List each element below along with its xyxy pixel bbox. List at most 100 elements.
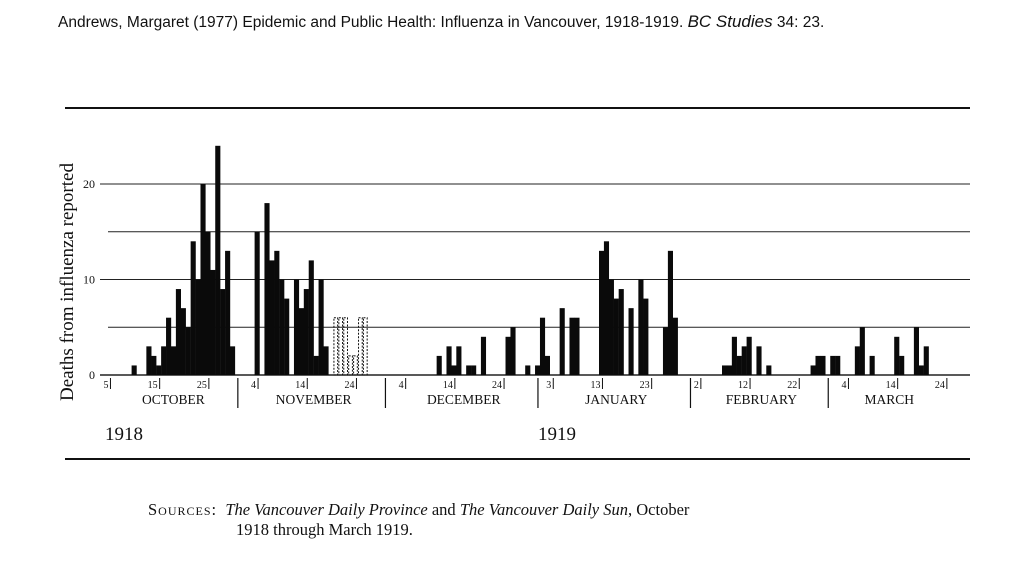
bar — [220, 289, 226, 375]
bar — [254, 231, 260, 375]
bar-estimated — [362, 317, 368, 376]
x-tick-label: 14 — [886, 380, 896, 391]
x-tick-label: 24 — [492, 380, 502, 391]
bar — [505, 336, 511, 375]
bar — [830, 355, 836, 375]
bar — [308, 260, 314, 375]
bar — [230, 346, 236, 375]
journal-name: BC Studies — [687, 12, 773, 31]
sources-line-2: 1918 through March 1919. — [236, 520, 413, 539]
bar-estimated — [348, 355, 353, 376]
bar-estimated — [338, 317, 344, 376]
sources-label: Sources: — [148, 500, 218, 519]
sources-note: Sources: The Vancouver Daily Province an… — [148, 500, 689, 540]
bar — [456, 346, 462, 375]
x-tick-label: 25 — [197, 380, 207, 391]
bar — [726, 365, 733, 375]
bar — [756, 346, 762, 375]
source-paper-1: The Vancouver Daily Province — [225, 500, 428, 519]
month-label: NOVEMBER — [276, 392, 352, 407]
bar — [161, 346, 167, 375]
bar — [323, 346, 329, 375]
bar — [510, 327, 516, 375]
bar — [923, 346, 929, 375]
y-tick-label: 0 — [89, 368, 95, 382]
bar — [525, 365, 531, 375]
bar — [854, 346, 860, 375]
sources-and: and — [431, 500, 456, 519]
bar-estimated — [353, 355, 358, 376]
journal-issue: 34: 23. — [776, 14, 825, 31]
bar — [225, 250, 231, 375]
x-tick-label: 4 — [399, 380, 404, 391]
bar — [820, 355, 826, 375]
bar-estimated — [333, 317, 339, 376]
bar — [156, 365, 162, 375]
bar — [318, 279, 324, 375]
bar — [810, 365, 816, 375]
bar — [535, 365, 541, 375]
bar — [446, 346, 452, 375]
bar — [815, 355, 821, 375]
bar — [313, 355, 319, 375]
bar — [618, 289, 624, 375]
bar — [667, 250, 673, 375]
bar — [190, 241, 196, 375]
year-label: 1919 — [538, 424, 576, 445]
month-label: JANUARY — [585, 392, 648, 407]
bar — [200, 184, 206, 375]
sources-tail: , October — [628, 500, 690, 519]
x-tick-label: 12 — [738, 380, 748, 391]
bar — [628, 308, 634, 375]
month-label: FEBRUARY — [726, 392, 798, 407]
x-tick-label: 4 — [841, 380, 846, 391]
x-tick-label: 24 — [344, 380, 354, 391]
bar — [835, 355, 841, 375]
bar — [303, 289, 309, 375]
bar — [569, 317, 575, 375]
year-label: 1918 — [105, 424, 143, 445]
bar — [662, 327, 669, 375]
x-tick-label: 2 — [694, 380, 699, 391]
bar — [269, 260, 275, 375]
bar — [170, 346, 177, 375]
x-tick-label: 5 — [103, 380, 108, 391]
bar — [766, 365, 772, 375]
bar — [722, 365, 728, 375]
bar — [741, 346, 747, 375]
bar — [274, 250, 280, 375]
bar — [539, 317, 546, 375]
month-label: MARCH — [865, 392, 915, 407]
bar — [215, 145, 221, 375]
month-label: DECEMBER — [427, 392, 501, 407]
bar — [894, 336, 900, 375]
bar — [638, 279, 644, 375]
bar — [298, 308, 304, 375]
y-tick-label: 10 — [83, 273, 95, 287]
x-tick-label: 14 — [443, 380, 453, 391]
x-tick-label: 24 — [935, 380, 945, 391]
bar — [185, 327, 191, 375]
x-tick-label: 4 — [251, 380, 256, 391]
bar — [180, 308, 186, 375]
bar — [859, 327, 865, 375]
x-tick-label: 23 — [640, 380, 650, 391]
bar — [264, 203, 270, 375]
bar — [869, 355, 875, 375]
bar — [471, 365, 477, 375]
bar-estimated — [358, 317, 363, 376]
y-tick-label: 20 — [83, 177, 95, 191]
bar — [599, 250, 605, 375]
source-paper-2: The Vancouver Daily Sun — [459, 500, 628, 519]
bar — [451, 365, 457, 375]
bar — [205, 231, 211, 375]
bar — [736, 355, 742, 375]
bar — [131, 365, 137, 375]
bar — [913, 327, 919, 375]
month-label: OCTOBER — [142, 392, 205, 407]
bar — [195, 279, 201, 375]
bar — [544, 355, 550, 375]
bar — [279, 279, 285, 375]
x-tick-label: 15 — [148, 380, 158, 391]
